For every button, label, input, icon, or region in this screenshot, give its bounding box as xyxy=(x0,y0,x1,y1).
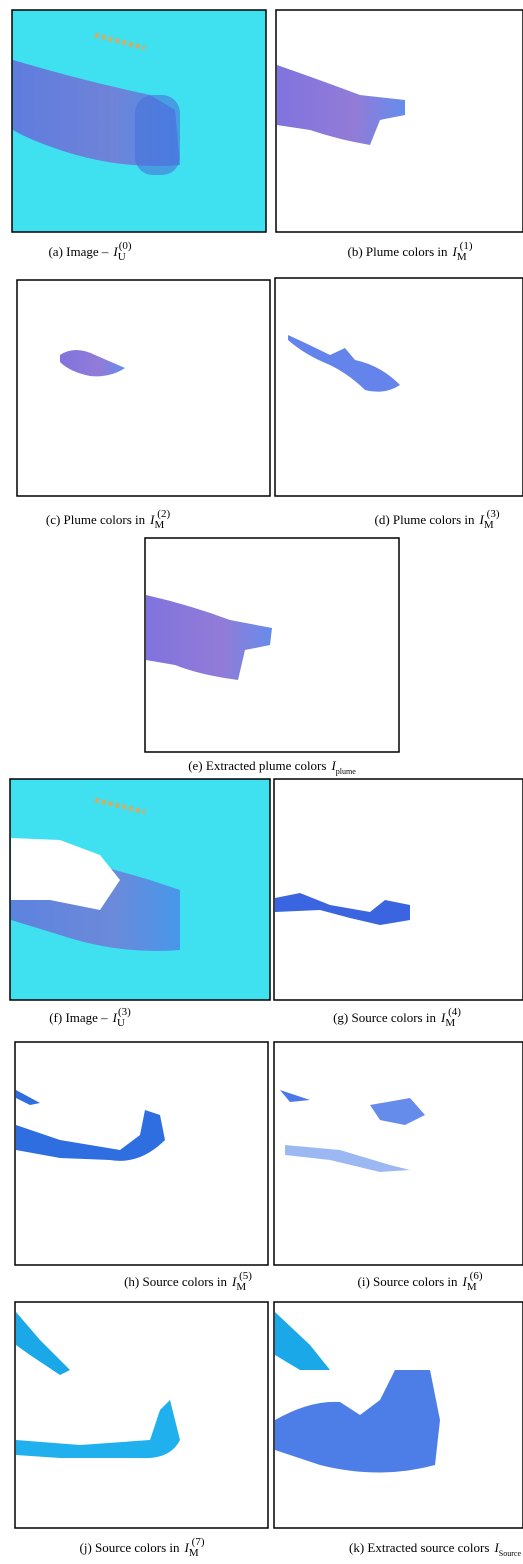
caption-subscript: plume xyxy=(336,767,356,776)
caption-subscript: M xyxy=(155,519,165,531)
caption-symbol: I xyxy=(112,244,118,259)
panel-a xyxy=(11,9,267,233)
caption-subscript: M xyxy=(445,1017,455,1029)
caption: (f) Image – IU(3) xyxy=(49,1006,131,1029)
caption: (j) Source colors in IM(7) xyxy=(80,1536,205,1559)
caption-label: (i) Source colors in xyxy=(358,1274,459,1289)
caption: (g) Source colors in IM(4) xyxy=(333,1006,461,1029)
caption: (h) Source colors in IM(5) xyxy=(124,1270,252,1293)
caption-symbol: I xyxy=(479,512,485,527)
caption: (k) Extracted source colors ISource xyxy=(349,1540,521,1558)
caption-superscript: (1) xyxy=(460,240,473,252)
caption-superscript: (3) xyxy=(487,508,500,520)
caption-symbol: I xyxy=(452,244,458,259)
caption-label: (f) Image – xyxy=(49,1010,108,1025)
caption-label: (j) Source colors in xyxy=(80,1540,181,1555)
panel-h xyxy=(14,1041,269,1266)
caption-subscript: M xyxy=(189,1547,199,1559)
caption-symbol: I xyxy=(231,1274,237,1289)
caption: (e) Extracted plume colors Iplume xyxy=(188,758,356,776)
caption-label: (e) Extracted plume colors xyxy=(188,758,326,773)
caption-symbol: I xyxy=(112,1010,118,1025)
caption: (b) Plume colors in IM(1) xyxy=(348,240,473,263)
caption-subscript: M xyxy=(236,1281,246,1293)
caption-symbol: I xyxy=(184,1540,190,1555)
panel-b xyxy=(275,9,523,233)
caption-superscript: (4) xyxy=(448,1006,461,1018)
panel-j xyxy=(14,1301,269,1529)
panel-d xyxy=(274,277,523,497)
caption-subscript: U xyxy=(118,251,126,263)
caption-superscript: (0) xyxy=(119,240,132,252)
caption-label: (g) Source colors in xyxy=(333,1010,436,1025)
panel-g xyxy=(273,778,523,1001)
caption-superscript: (5) xyxy=(239,1270,252,1282)
caption: (i) Source colors in IM(6) xyxy=(358,1270,483,1293)
caption: (c) Plume colors in IM(2) xyxy=(46,508,171,531)
caption-subscript: Source xyxy=(499,1549,522,1558)
caption-subscript: M xyxy=(467,1281,477,1293)
panel-i xyxy=(273,1041,523,1266)
caption: (d) Plume colors in IM(3) xyxy=(375,508,500,531)
panel-k xyxy=(273,1301,523,1529)
caption-label: (d) Plume colors in xyxy=(375,512,476,527)
caption-label: (a) Image – xyxy=(48,244,108,259)
caption-subscript: M xyxy=(457,251,467,263)
panel-f xyxy=(9,778,271,1001)
panel-c xyxy=(16,279,271,497)
caption-subscript: U xyxy=(117,1017,125,1029)
caption-symbol: I xyxy=(462,1274,468,1289)
caption-label: (c) Plume colors in xyxy=(46,512,146,527)
caption-label: (h) Source colors in xyxy=(124,1274,227,1289)
caption-subscript: M xyxy=(484,519,494,531)
caption-superscript: (2) xyxy=(157,508,170,520)
caption-label: (k) Extracted source colors xyxy=(349,1540,489,1555)
caption-superscript: (3) xyxy=(118,1006,131,1018)
caption-symbol: I xyxy=(493,1540,499,1555)
caption-superscript: (7) xyxy=(192,1536,205,1548)
caption-symbol: I xyxy=(330,758,336,773)
caption-superscript: (6) xyxy=(470,1270,483,1282)
caption-symbol: I xyxy=(149,512,155,527)
panel-e xyxy=(144,537,400,753)
caption-symbol: I xyxy=(440,1010,446,1025)
caption: (a) Image – IU(0) xyxy=(48,240,131,263)
caption-label: (b) Plume colors in xyxy=(348,244,449,259)
